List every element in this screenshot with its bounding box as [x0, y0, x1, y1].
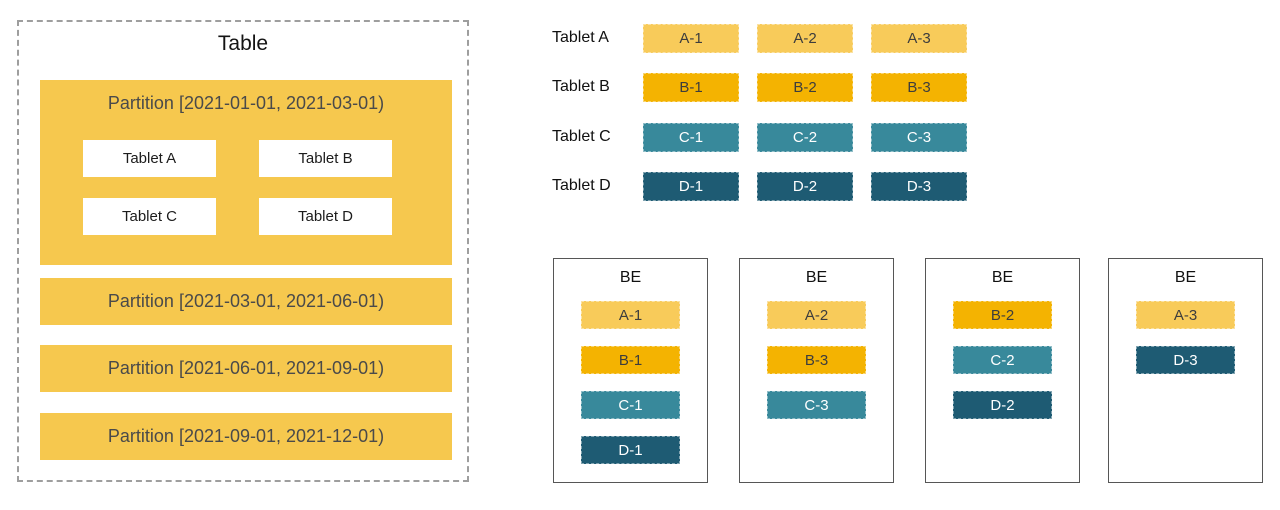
replica-row: Tablet C C-1 C-2 C-3: [552, 122, 985, 152]
replica-row: Tablet D D-1 D-2 D-3: [552, 171, 985, 201]
replica-chip: C-3: [871, 122, 967, 152]
table-title: Table: [217, 32, 269, 55]
tablet-box: Tablet C: [83, 198, 216, 235]
replica-chip: B-2: [757, 72, 853, 102]
replica-row-label: Tablet A: [552, 29, 609, 46]
be-chip: D-3: [1136, 346, 1235, 374]
be-chip-list: A-1 B-1 C-1 D-1: [554, 301, 707, 464]
tablet-box: Tablet B: [259, 140, 392, 177]
be-chip: B-1: [581, 346, 680, 374]
be-title: BE: [991, 269, 1014, 286]
replica-chip: C-2: [757, 122, 853, 152]
replica-row: Tablet A A-1 A-2 A-3: [552, 23, 985, 53]
replica-chip: B-1: [643, 72, 739, 102]
replica-chip: A-3: [871, 23, 967, 53]
replica-chip: D-2: [757, 171, 853, 201]
be-title: BE: [1174, 269, 1197, 286]
replica-chip: D-1: [643, 171, 739, 201]
table-panel: Table Partition [2021-01-01, 2021-03-01)…: [17, 20, 469, 482]
partition-label: Partition [2021-01-01, 2021-03-01): [107, 93, 385, 113]
be-chip: A-1: [581, 301, 680, 329]
partition-box: Partition [2021-01-01, 2021-03-01) Table…: [40, 80, 452, 265]
be-chip: C-3: [767, 391, 866, 419]
replica-row-label: Tablet C: [552, 128, 611, 145]
be-chip-list: B-2 C-2 D-2: [926, 301, 1079, 419]
tablet-grid: Tablet A Tablet B Tablet C Tablet D: [83, 140, 392, 235]
be-chip: A-3: [1136, 301, 1235, 329]
be-node: BE A-1 B-1 C-1 D-1: [553, 258, 708, 483]
partition-bar: Partition [2021-09-01, 2021-12-01): [40, 413, 452, 460]
replica-chip: B-3: [871, 72, 967, 102]
be-chip: C-1: [581, 391, 680, 419]
be-chip: B-3: [767, 346, 866, 374]
replica-row: Tablet B B-1 B-2 B-3: [552, 72, 985, 102]
be-chip: D-2: [953, 391, 1052, 419]
replica-chip: C-1: [643, 122, 739, 152]
partition-bar: Partition [2021-06-01, 2021-09-01): [40, 345, 452, 392]
be-node: BE B-2 C-2 D-2: [925, 258, 1080, 483]
be-chip: A-2: [767, 301, 866, 329]
replica-chip: A-1: [643, 23, 739, 53]
be-chip: B-2: [953, 301, 1052, 329]
be-node: BE A-3 D-3: [1108, 258, 1263, 483]
replica-row-label: Tablet D: [552, 177, 611, 194]
be-chip-list: A-3 D-3: [1109, 301, 1262, 374]
be-node: BE A-2 B-3 C-3: [739, 258, 894, 483]
tablet-box: Tablet A: [83, 140, 216, 177]
be-chip: D-1: [581, 436, 680, 464]
replica-row-label: Tablet B: [552, 78, 610, 95]
tablet-box: Tablet D: [259, 198, 392, 235]
be-title: BE: [805, 269, 828, 286]
be-title: BE: [619, 269, 642, 286]
replica-chip: D-3: [871, 171, 967, 201]
partition-bar: Partition [2021-03-01, 2021-06-01): [40, 278, 452, 325]
be-chip-list: A-2 B-3 C-3: [740, 301, 893, 419]
replica-chip: A-2: [757, 23, 853, 53]
be-chip: C-2: [953, 346, 1052, 374]
